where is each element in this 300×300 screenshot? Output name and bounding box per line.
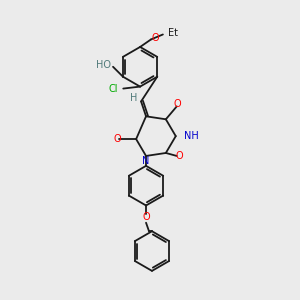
Text: HO: HO: [96, 60, 111, 70]
Text: H: H: [130, 94, 138, 103]
Text: Cl: Cl: [108, 84, 118, 94]
Text: O: O: [174, 99, 182, 110]
Text: O: O: [152, 33, 160, 43]
Text: Et: Et: [168, 28, 178, 38]
Text: NH: NH: [184, 131, 198, 141]
Text: O: O: [113, 134, 121, 144]
Text: O: O: [142, 212, 150, 222]
Text: N: N: [142, 156, 150, 166]
Text: O: O: [175, 151, 183, 161]
